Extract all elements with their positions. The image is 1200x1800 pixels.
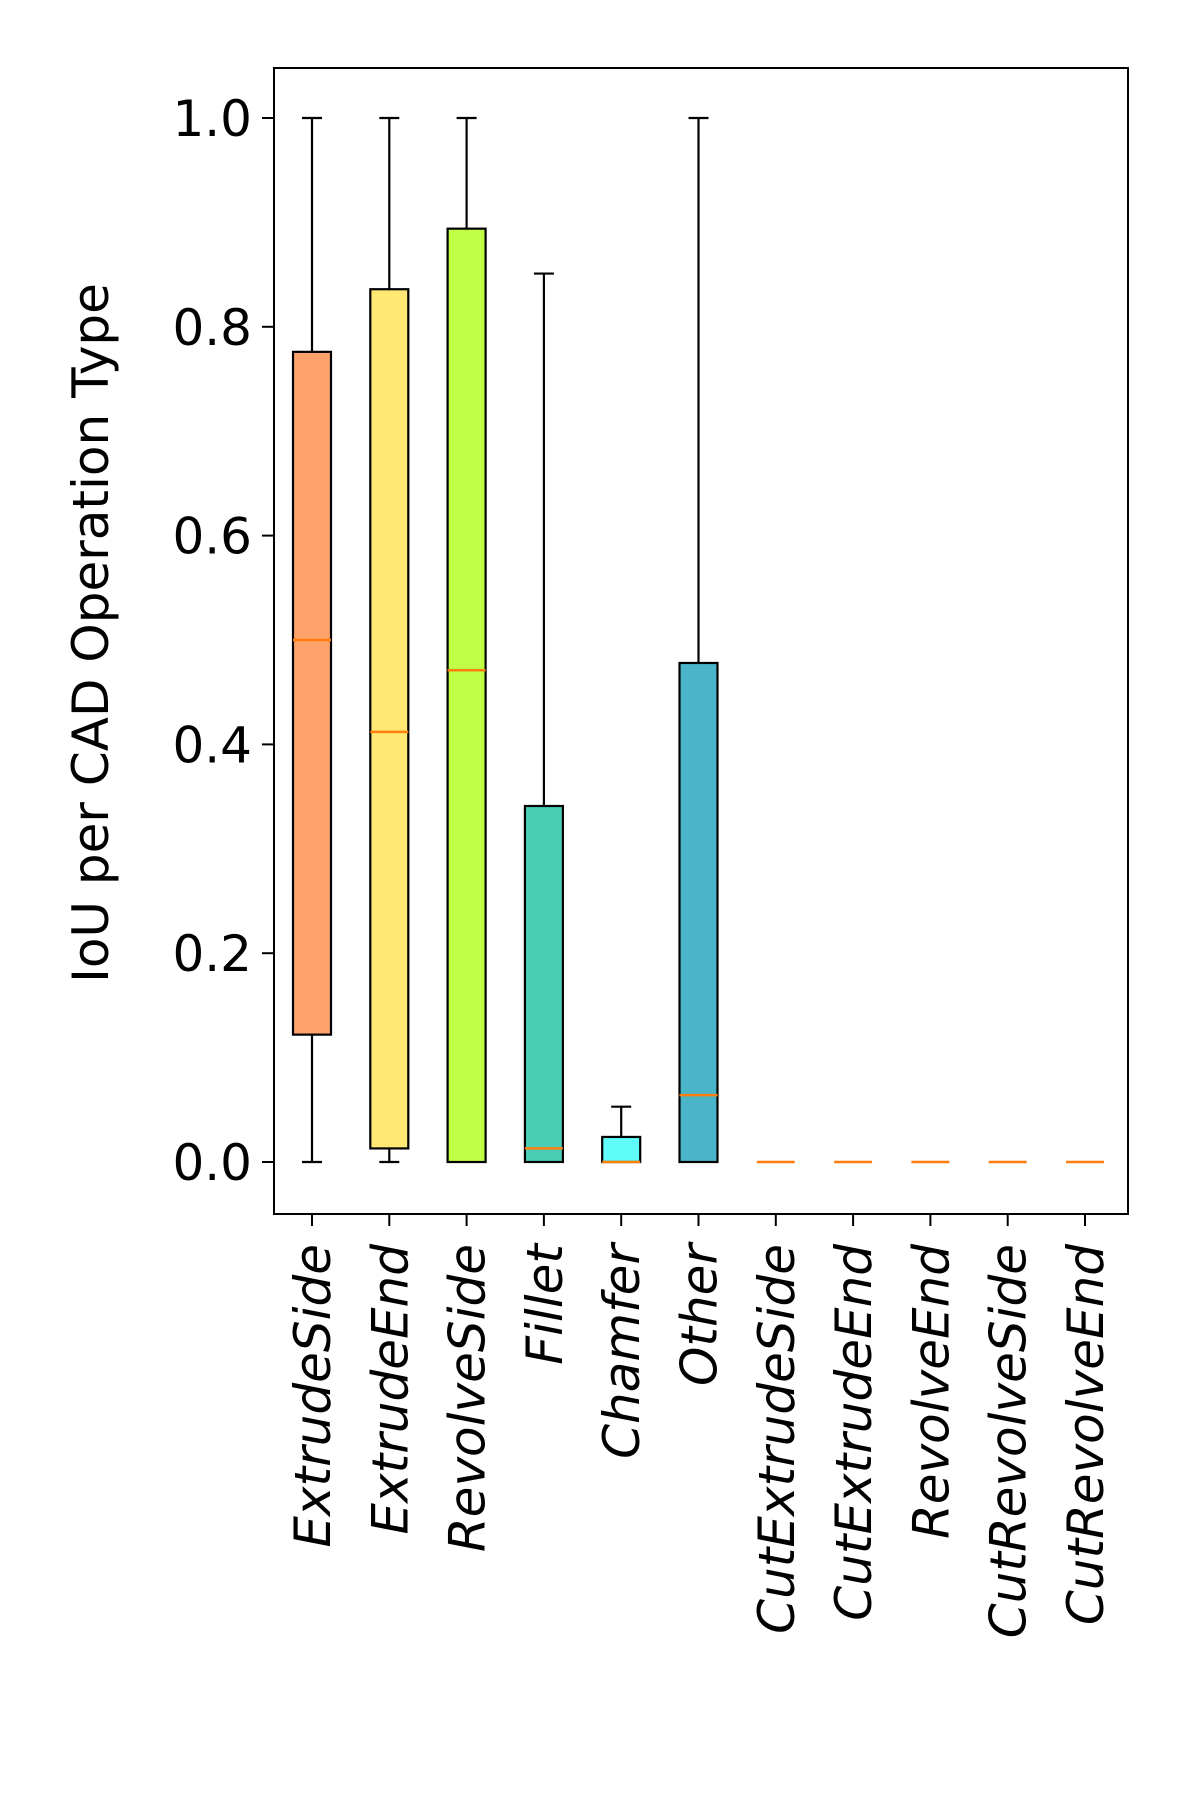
y-tick-label: 0.2: [172, 925, 252, 983]
plot-frame: [273, 67, 1129, 1215]
x-tick-label-revolveside: RevolveSide: [439, 1244, 497, 1552]
y-tick-label: 0.4: [172, 716, 252, 774]
box-revolveside: [446, 116, 487, 1164]
x-tick-label-fillet: Fillet: [516, 1242, 574, 1365]
box-extrudeend: [369, 116, 410, 1164]
x-tick-label-cutextrudeside: CutExtrudeSide: [748, 1244, 806, 1634]
x-tick-label-cutrevolveend: CutRevolveEnd: [1057, 1244, 1115, 1625]
x-tick-label-extrudeside: ExtrudeSide: [284, 1244, 342, 1548]
y-axis-label: IoU per CAD Operation Type: [62, 283, 120, 983]
iqr-box: [678, 661, 719, 1164]
box-chamfer: [601, 1105, 642, 1164]
x-tick-label-extrudeend: ExtrudeEnd: [361, 1244, 419, 1535]
iqr-box: [369, 288, 410, 1150]
iqr-box: [601, 1135, 642, 1164]
x-tick-label-other: Other: [671, 1241, 729, 1386]
iqr-box: [291, 350, 333, 1036]
y-tick-label: 0.8: [172, 299, 252, 357]
iqr-box: [446, 227, 487, 1164]
plot-area: 0.0 0.2 0.4 0.6 0.8 1.0 ExtrudeSide ExtrudeEnd R…: [172, 67, 1129, 1638]
x-tick-label-revolveend: RevolveEnd: [902, 1244, 960, 1539]
x-tick-label-cutextrudeend: CutExtrudeEnd: [825, 1244, 883, 1621]
y-tick-label: 0.6: [172, 508, 252, 566]
box-other: [678, 116, 719, 1164]
box-fillet: [523, 272, 565, 1164]
y-tick-label: 1.0: [172, 90, 252, 148]
x-tick-label-chamfer: Chamfer: [593, 1241, 651, 1459]
box-extrudeside: [291, 116, 333, 1164]
y-tick-label: 0.0: [172, 1134, 252, 1192]
x-tick-label-cutrevolveside: CutRevolveSide: [980, 1244, 1038, 1638]
iqr-box: [523, 804, 565, 1164]
